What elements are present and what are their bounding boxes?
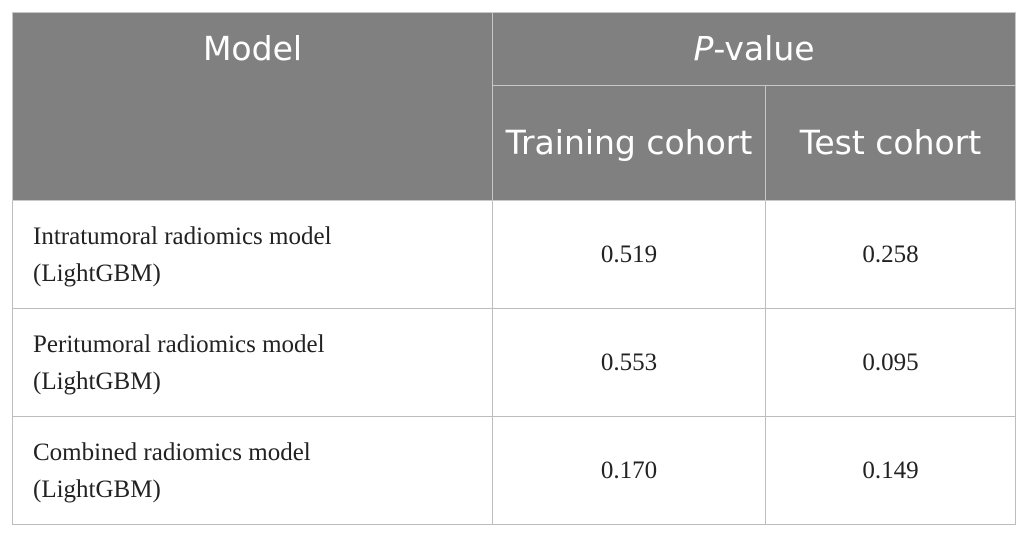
value-cell: 0.095 xyxy=(764,308,1017,417)
training-header: Training cohort xyxy=(492,85,766,201)
table-body: Intratumoral radiomics model (LightGBM) … xyxy=(12,200,1017,525)
row: Combined radiomics model (LightGBM) 0.17… xyxy=(12,416,1017,525)
value-cell: 0.519 xyxy=(492,200,766,309)
p-value-header: P-value xyxy=(491,12,1017,86)
row: Peritumoral radiomics model (LightGBM) 0… xyxy=(12,308,1017,417)
header-row: Model P-value xyxy=(12,12,1017,201)
test-header: Test cohort xyxy=(764,85,1017,201)
value-cell: 0.170 xyxy=(492,416,766,525)
model-cell: Intratumoral radiomics model (LightGBM) xyxy=(12,200,493,309)
model-cell: Combined radiomics model (LightGBM) xyxy=(12,416,493,525)
model-cell: Peritumoral radiomics model (LightGBM) xyxy=(12,308,493,417)
value-cell: 0.149 xyxy=(764,416,1017,525)
header-row: Training cohort Test cohort xyxy=(13,85,1017,201)
value-cell: 0.258 xyxy=(764,200,1017,309)
row: Intratumoral radiomics model (LightGBM) … xyxy=(12,200,1017,309)
value-cell: 0.553 xyxy=(492,308,766,417)
results-table: Model P-value Training cohort Test cohor… xyxy=(12,12,1017,525)
model-header: Model xyxy=(12,12,493,201)
p-italic: P xyxy=(693,29,714,68)
p-rest: -value xyxy=(713,29,815,68)
